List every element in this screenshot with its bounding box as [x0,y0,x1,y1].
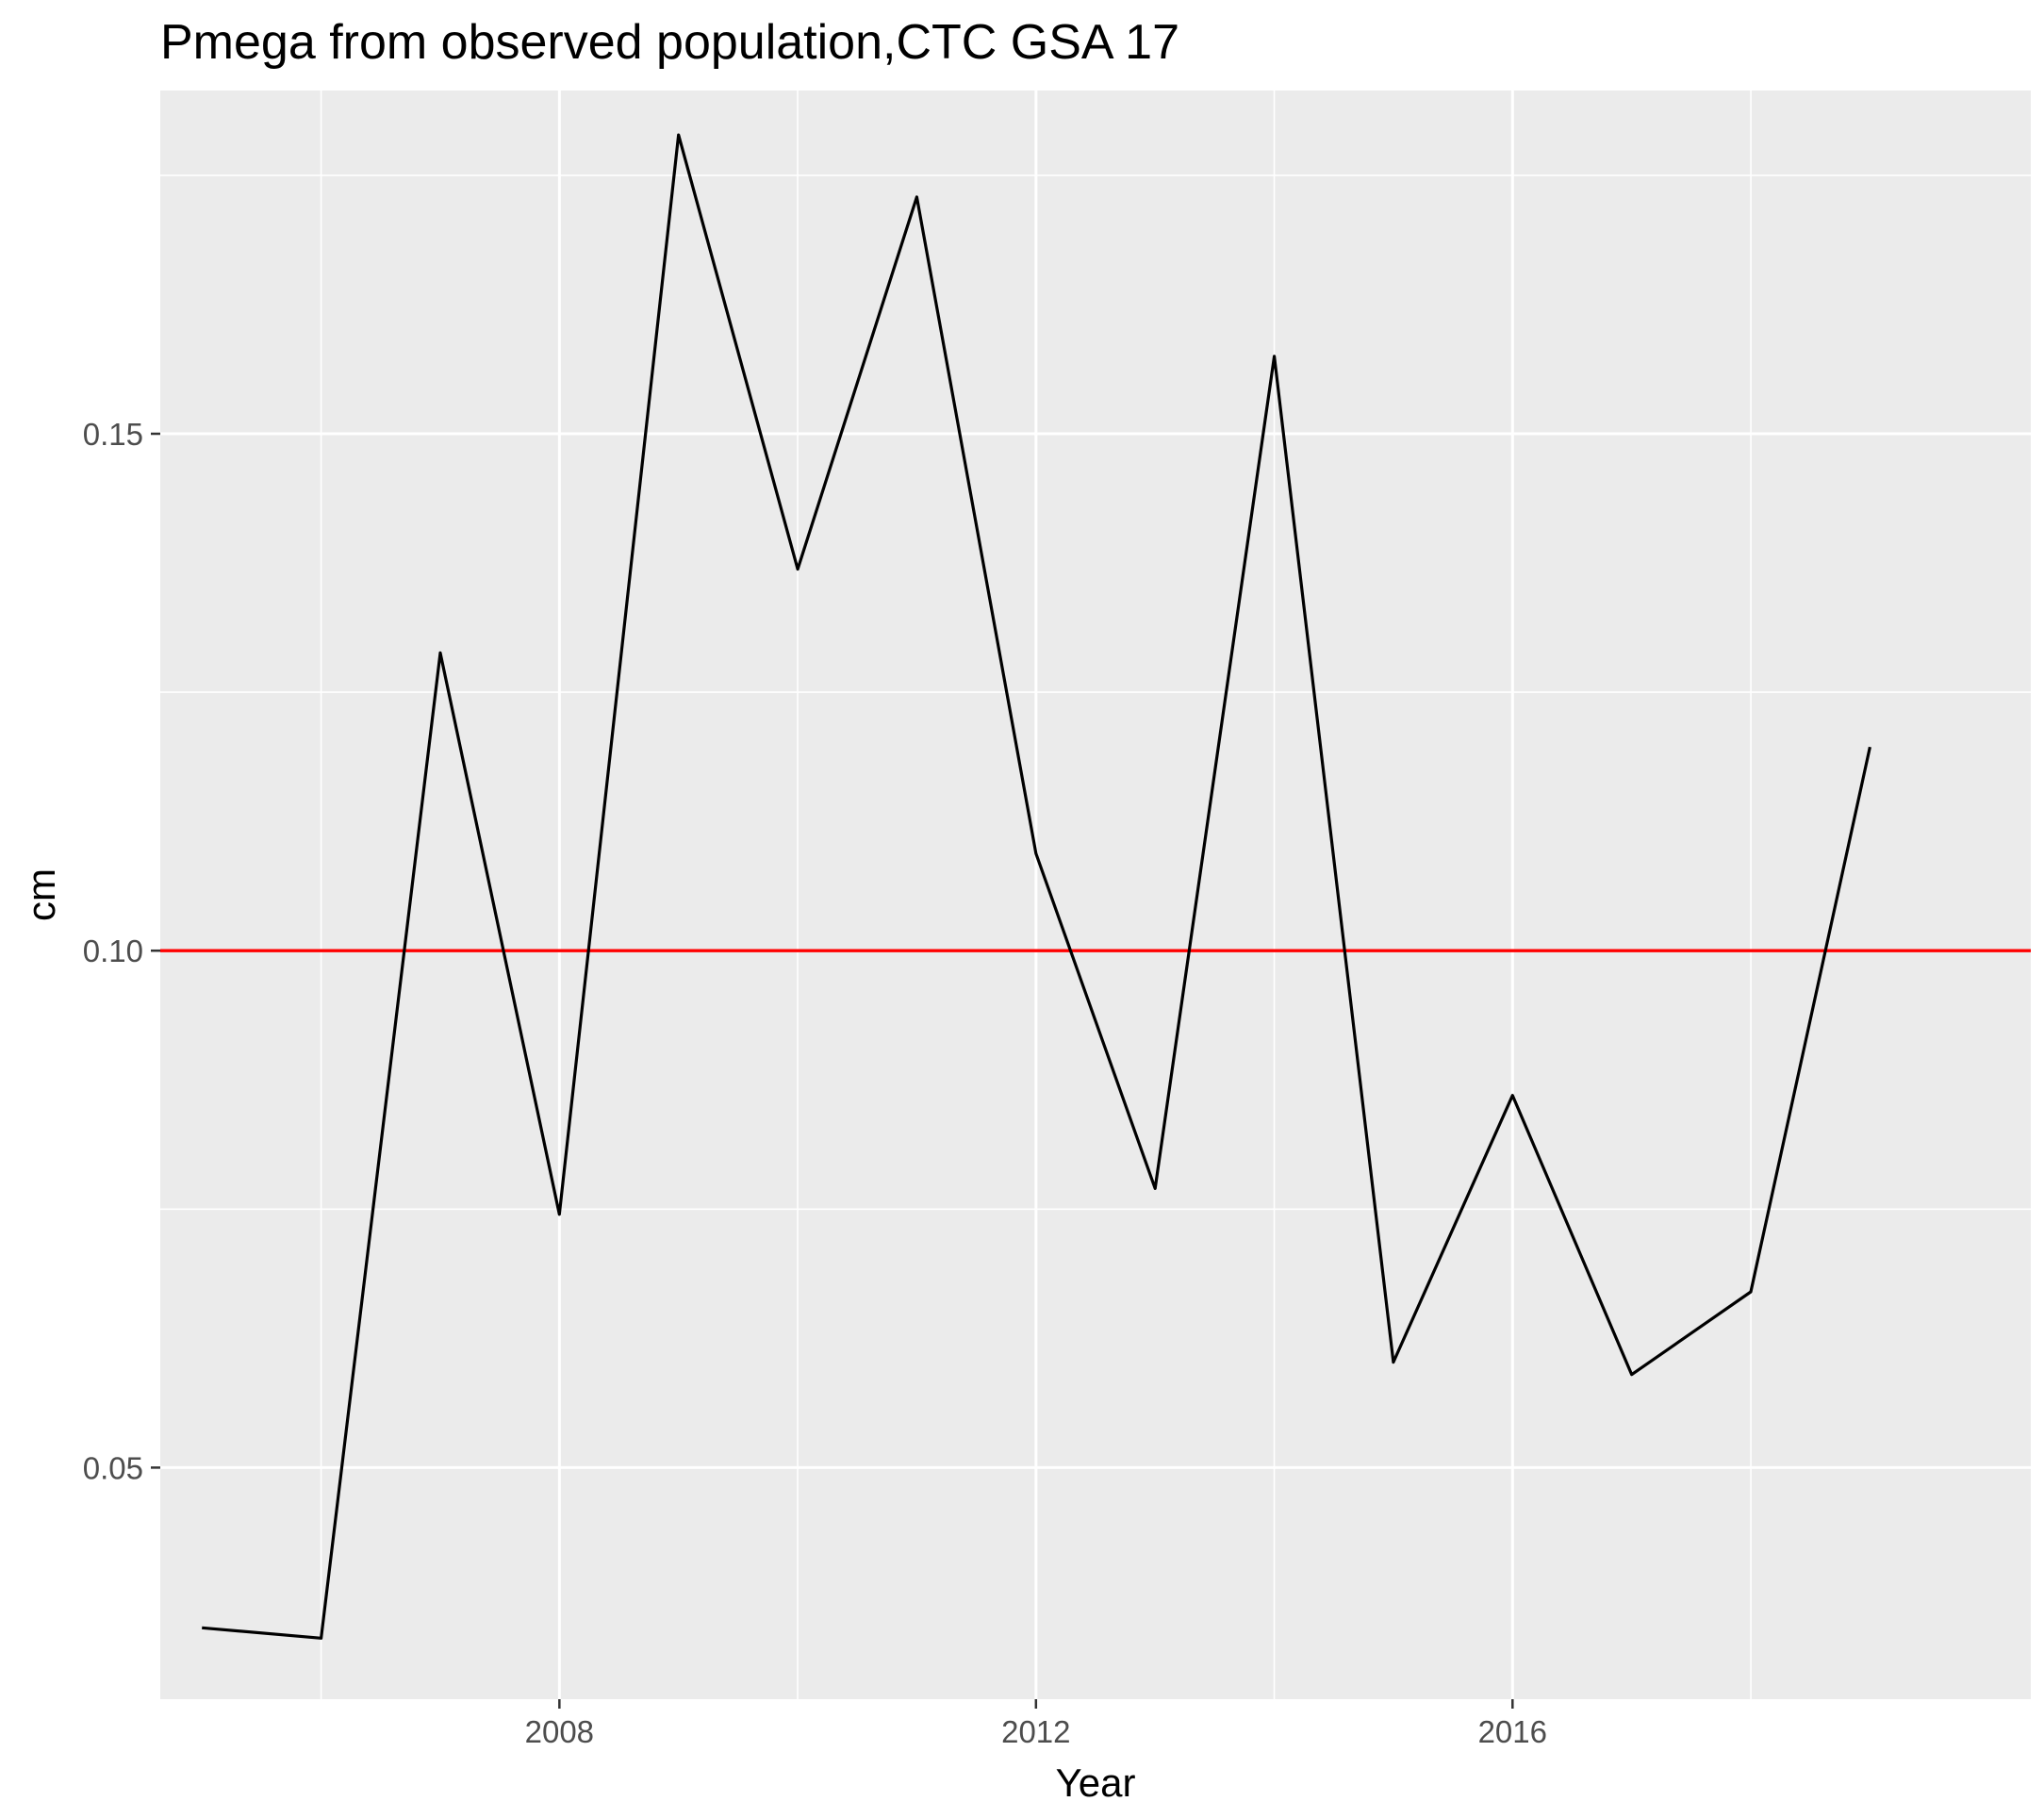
x-tick-label: 2008 [525,1714,594,1749]
y-axis: 0.05 0.10 0.15 [83,417,160,1485]
x-axis: 2008 2012 2016 [525,1699,1547,1749]
x-axis-title: Year [1056,1760,1136,1805]
chart-title: Pmega from observed population,CTC GSA 1… [160,15,1179,70]
x-tick-label: 2012 [1001,1714,1070,1749]
y-axis-title: cm [19,868,63,921]
x-tick-label: 2016 [1478,1714,1547,1749]
series-line [202,133,1871,1640]
y-tick-label: 0.05 [83,1450,143,1485]
y-tick-label: 0.10 [83,934,143,968]
plot-panel [160,91,2031,1699]
y-tick-label: 0.15 [83,417,143,452]
